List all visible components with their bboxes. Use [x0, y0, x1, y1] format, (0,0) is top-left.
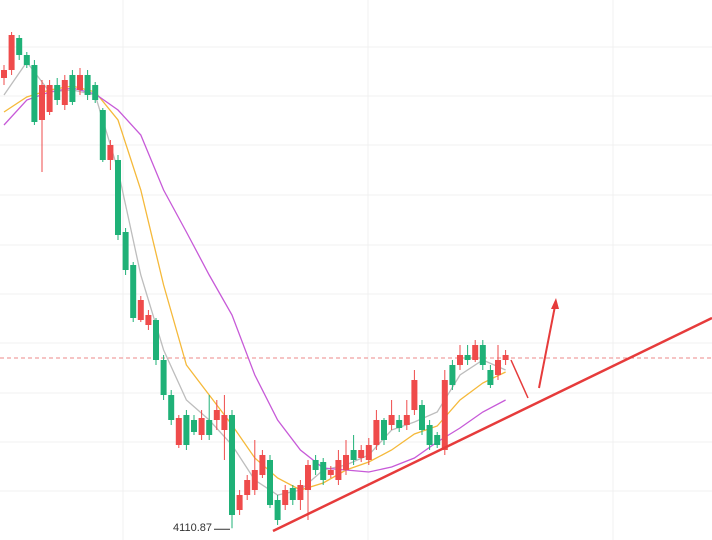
candles — [1, 32, 509, 529]
candle-body — [274, 500, 281, 520]
low-label: 4110.87 — [173, 522, 212, 534]
candle-body — [84, 75, 91, 95]
down-stroke — [510, 359, 529, 399]
candle-body — [487, 370, 494, 385]
candle-body — [434, 435, 441, 445]
candle-body — [305, 465, 311, 490]
trendline — [272, 316, 712, 533]
candle-body — [183, 415, 190, 445]
candle-body — [388, 415, 395, 425]
candle-body — [411, 380, 418, 410]
candle-body — [8, 35, 15, 70]
candle-body — [107, 145, 114, 160]
candle-body — [160, 360, 167, 395]
candle-body — [77, 75, 83, 90]
candle-body — [464, 355, 471, 360]
candle-body — [259, 455, 266, 475]
candle-body — [479, 345, 486, 365]
candle-body — [350, 450, 357, 460]
candle-body — [449, 365, 456, 385]
low-annotation: 4110.87 — [173, 522, 230, 534]
candle-body — [16, 38, 23, 55]
candle-body — [441, 380, 448, 450]
candle-body — [168, 395, 175, 420]
candle-body — [229, 415, 235, 515]
candle-body — [472, 345, 479, 360]
candle-body — [343, 455, 349, 470]
candle-body — [61, 80, 68, 105]
candle-body — [403, 415, 410, 425]
candle-body — [297, 485, 304, 500]
candle-body — [457, 355, 463, 365]
grid — [0, 46, 712, 492]
candle-body — [365, 445, 372, 460]
candle-body — [320, 462, 327, 480]
candle-body — [92, 85, 99, 100]
candle-body — [335, 460, 342, 480]
candle-body — [419, 405, 425, 430]
candle-body — [312, 460, 319, 470]
candle-body — [373, 420, 380, 445]
candle-body — [99, 110, 106, 160]
candle-body — [153, 320, 159, 360]
candle-body — [130, 265, 137, 318]
candle-body — [251, 470, 258, 490]
candle-body — [244, 480, 251, 495]
candle-body — [69, 75, 76, 102]
candle-body — [396, 420, 403, 428]
candle-body — [236, 495, 243, 510]
up-arrow — [538, 305, 556, 389]
candle-body — [358, 450, 365, 458]
candle-body — [381, 420, 387, 440]
candle-body — [175, 418, 182, 445]
candle-body — [23, 55, 30, 65]
candle-body — [495, 360, 501, 375]
candle-body — [221, 415, 228, 430]
candle-body — [198, 418, 205, 435]
candle-body — [122, 232, 129, 270]
candle-body — [191, 420, 197, 432]
candle-body — [145, 315, 152, 325]
candle-body — [39, 85, 45, 120]
candle-body — [46, 85, 53, 112]
candle-body — [282, 490, 289, 505]
candle-body — [137, 300, 144, 320]
candle-body — [267, 460, 273, 505]
candle-body — [206, 420, 213, 435]
candle-body — [502, 355, 509, 360]
candle-body — [426, 425, 433, 445]
arrow-head — [551, 298, 559, 309]
candle-body — [54, 85, 61, 100]
candle-body — [327, 470, 334, 475]
candle-body — [213, 410, 220, 420]
candle-body — [1, 70, 7, 78]
candle-body — [31, 65, 38, 122]
candle-body — [115, 160, 121, 235]
candle-body — [289, 488, 296, 500]
